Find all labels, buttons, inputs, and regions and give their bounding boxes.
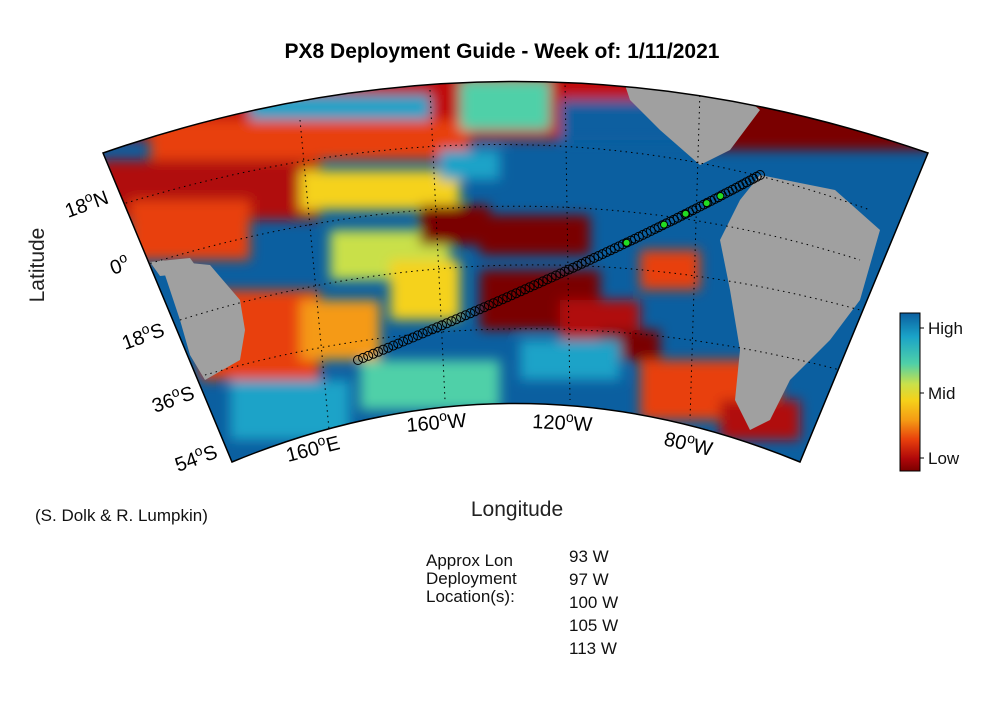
lat-tick-18n: 18oN <box>61 183 112 223</box>
colorbar-gradient <box>899 312 921 472</box>
track-marker <box>451 314 462 325</box>
track-marker <box>537 276 548 287</box>
colorbar-label-low: Low <box>928 449 960 468</box>
map-frame <box>102 80 929 463</box>
track-marker <box>427 324 438 335</box>
deployment-locations: 93 W 97 W 100 W 105 W 113 W <box>569 545 618 660</box>
australia-land <box>160 260 245 380</box>
south-america-land <box>720 175 880 430</box>
track-marker <box>358 352 369 363</box>
track-marker <box>465 308 476 319</box>
y-axis-label: Latitude <box>26 227 49 303</box>
colorbar-label-high: High <box>928 319 963 338</box>
lat-tick-18s: 18oS <box>118 315 168 354</box>
deployment-marker <box>716 192 725 200</box>
track-marker <box>417 328 428 339</box>
track-marker <box>403 334 413 345</box>
deployment-location: 100 W <box>569 593 619 612</box>
colorbar-label-mid: Mid <box>928 384 955 403</box>
deployment-location: 93 W <box>569 547 609 566</box>
x-axis-label: Longitude <box>470 498 564 521</box>
track-marker <box>353 355 363 365</box>
track-marker <box>456 312 466 323</box>
deployment-marker <box>681 209 690 218</box>
deployment-location: 105 W <box>569 616 619 635</box>
page-title: PX8 Deployment Guide - Week of: 1/11/202… <box>284 40 720 63</box>
track-marker <box>446 316 457 327</box>
track-marker <box>398 336 409 347</box>
deployment-label-line: Deployment <box>426 569 517 588</box>
track-marker <box>520 284 531 295</box>
track-marker <box>542 274 553 285</box>
lon-tick-120w: 120oW <box>532 407 593 436</box>
track-marker <box>483 300 494 311</box>
graticule <box>109 81 871 441</box>
deployment-marker <box>660 220 668 229</box>
track-marker <box>529 280 540 291</box>
track-marker <box>555 268 566 279</box>
track-marker <box>441 318 452 329</box>
lat-tick-36s: 36oS <box>148 378 198 417</box>
track-marker <box>474 304 485 315</box>
deployment-label-line: Location(s): <box>426 587 515 606</box>
track-marker <box>393 338 404 349</box>
track-marker <box>546 272 557 283</box>
track-marker <box>755 170 765 180</box>
deployment-location: 113 W <box>569 639 617 658</box>
track-marker <box>488 298 499 309</box>
track-marker <box>383 342 394 353</box>
track-marker <box>502 292 513 303</box>
track-marker <box>479 302 490 313</box>
lon-tick-160w: 160oW <box>405 406 467 437</box>
track-marker <box>533 278 544 289</box>
lat-tick-0: 0o <box>106 249 133 280</box>
deployment-label: Approx Lon Deployment Location(s): <box>426 552 566 606</box>
new-guinea-land <box>150 258 200 276</box>
track-marker <box>368 348 379 359</box>
track-marker <box>511 288 522 299</box>
track-marker <box>460 310 471 321</box>
track-marker <box>388 340 399 351</box>
track-marker <box>373 346 384 357</box>
track-marker <box>412 330 423 341</box>
deployment-location: 97 W <box>569 570 609 589</box>
lon-tick-80w: 80oW <box>662 425 716 461</box>
track-marker <box>515 286 526 297</box>
track-marker <box>506 290 517 301</box>
ship-track <box>353 170 765 365</box>
track-marker <box>437 320 447 331</box>
track-marker <box>432 322 443 333</box>
track-marker <box>497 294 508 305</box>
deployment-marker <box>622 238 631 247</box>
colorbar: High Mid Low <box>899 312 963 472</box>
track-marker <box>524 282 535 293</box>
deployment-label-line: Approx Lon <box>426 551 513 570</box>
track-marker <box>407 332 418 343</box>
track-marker <box>363 350 374 361</box>
longitude-tick-labels: 160oE 160oW 120oW 80oW <box>284 406 716 466</box>
track-marker <box>493 296 504 307</box>
track-marker <box>422 326 433 337</box>
track-marker <box>470 306 480 317</box>
lat-tick-54s: 54oS <box>171 437 221 476</box>
map-sector <box>103 81 928 462</box>
track-marker <box>378 344 389 355</box>
deployment-marker <box>702 199 711 208</box>
credit-text: (S. Dolk & R. Lumpkin) <box>35 506 208 525</box>
